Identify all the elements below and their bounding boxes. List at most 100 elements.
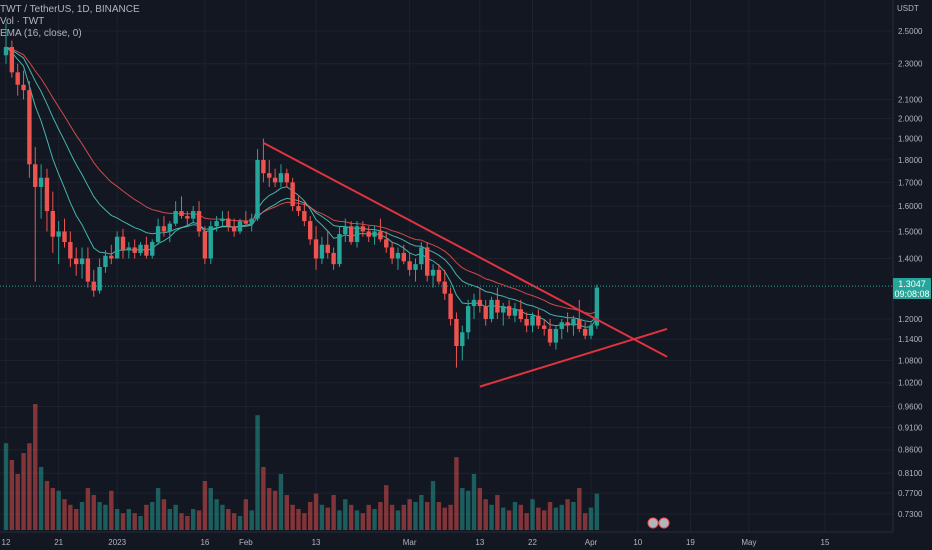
ema-legend[interactable]: EMA (16, close, 0) bbox=[0, 28, 82, 39]
candle-body bbox=[249, 218, 254, 224]
candle-body bbox=[68, 242, 73, 259]
candle-body bbox=[3, 47, 9, 56]
trendline-2[interactable] bbox=[479, 327, 668, 388]
candle-body bbox=[489, 299, 494, 319]
candle bbox=[144, 236, 149, 259]
volume-bar bbox=[220, 504, 225, 530]
candle-body bbox=[155, 226, 161, 243]
price-tick-label: 2.3000 bbox=[898, 60, 923, 69]
volume-bar bbox=[559, 504, 564, 530]
price-tick-label: 1.6000 bbox=[898, 202, 923, 211]
volume-bar bbox=[337, 510, 342, 530]
volume-bar bbox=[109, 490, 114, 530]
candle-body bbox=[348, 226, 354, 243]
volume-bar bbox=[372, 509, 377, 530]
volume-bar bbox=[588, 507, 594, 530]
candle bbox=[512, 302, 518, 323]
candle-body bbox=[419, 247, 424, 265]
volume-bar bbox=[465, 490, 471, 530]
candle-body bbox=[261, 159, 266, 174]
time-axis[interactable]: 12 21 2023 16 Feb 13 Mar 13 22 Apr 10 19 May 15 bbox=[2, 538, 830, 547]
trendline-1[interactable] bbox=[262, 141, 668, 358]
volume-bar bbox=[524, 513, 529, 530]
volume-bar bbox=[21, 453, 26, 530]
volume-bar bbox=[501, 507, 506, 530]
candle bbox=[448, 287, 453, 326]
settings-circle-icon[interactable] bbox=[647, 517, 659, 529]
candle bbox=[208, 221, 213, 265]
candle bbox=[261, 138, 266, 183]
candle-body bbox=[185, 216, 190, 219]
candle-body bbox=[231, 226, 237, 232]
candle-body bbox=[202, 231, 208, 259]
volume-bar bbox=[103, 504, 108, 530]
volume-bar bbox=[68, 504, 73, 530]
candle bbox=[27, 81, 32, 178]
candle-body bbox=[126, 247, 132, 251]
candle bbox=[138, 242, 143, 256]
candle bbox=[185, 211, 190, 227]
candle bbox=[50, 191, 55, 253]
candle bbox=[243, 211, 249, 227]
candle bbox=[15, 63, 20, 96]
settings-circle-icon-2[interactable] bbox=[658, 517, 670, 529]
candle bbox=[272, 168, 278, 187]
candle-body bbox=[582, 328, 588, 336]
candle-body bbox=[74, 258, 79, 265]
candle bbox=[384, 231, 389, 253]
indicator-icons[interactable] bbox=[647, 517, 670, 529]
volume-bar bbox=[9, 460, 15, 530]
candle-body bbox=[395, 252, 401, 259]
price-tick-label: 1.9000 bbox=[898, 135, 923, 144]
volume-bar bbox=[547, 502, 553, 530]
candle bbox=[483, 299, 488, 326]
candle-body bbox=[120, 236, 126, 251]
candle bbox=[389, 242, 395, 265]
candle-body bbox=[255, 159, 260, 219]
volume-bar bbox=[594, 493, 600, 530]
volume-bar bbox=[489, 504, 494, 530]
candle-body bbox=[448, 293, 453, 319]
candle-body bbox=[518, 309, 523, 319]
candle bbox=[360, 221, 366, 237]
candle bbox=[302, 201, 307, 227]
candle-body bbox=[302, 211, 307, 222]
candle-body bbox=[237, 221, 243, 232]
price-tick-label: 1.4000 bbox=[898, 254, 923, 263]
volume-bar bbox=[495, 495, 500, 530]
candle bbox=[354, 221, 360, 248]
volume-bar bbox=[302, 513, 307, 530]
trendlines[interactable] bbox=[262, 141, 668, 388]
candle-body bbox=[343, 226, 348, 235]
candle-body bbox=[360, 226, 366, 232]
volume-bar bbox=[518, 504, 523, 530]
volume-bar bbox=[132, 513, 137, 530]
candle bbox=[425, 242, 430, 282]
price-axis[interactable]: 2.5000 2.3000 2.1000 2.0000 1.9000 1.8000 1.70… bbox=[898, 27, 923, 519]
candle-body bbox=[512, 309, 518, 316]
candle bbox=[465, 299, 471, 340]
volume-bar bbox=[389, 504, 395, 530]
candle-body bbox=[460, 332, 465, 347]
candle-body bbox=[191, 211, 196, 219]
candle-body bbox=[296, 206, 301, 212]
volume-bar bbox=[261, 467, 266, 530]
candle-body bbox=[308, 221, 313, 240]
candle-body bbox=[477, 299, 483, 307]
candle bbox=[471, 293, 477, 319]
candle-body bbox=[132, 247, 137, 253]
symbol-title[interactable]: TWT / TetherUS, 1D, BINANCE bbox=[0, 4, 140, 15]
candle bbox=[343, 218, 348, 243]
volume-bar bbox=[161, 499, 167, 530]
time-tick-label: 13 bbox=[312, 538, 321, 547]
ema-line-16 bbox=[5, 46, 598, 323]
price-tick-label: 0.9600 bbox=[898, 403, 923, 412]
candle-body bbox=[109, 255, 114, 259]
candle-body bbox=[313, 239, 319, 259]
volume-legend[interactable]: Vol · TWT bbox=[0, 16, 45, 27]
candle-body bbox=[21, 84, 26, 91]
candle bbox=[313, 226, 319, 270]
volume-bar bbox=[50, 488, 55, 530]
candle-body bbox=[114, 236, 120, 259]
